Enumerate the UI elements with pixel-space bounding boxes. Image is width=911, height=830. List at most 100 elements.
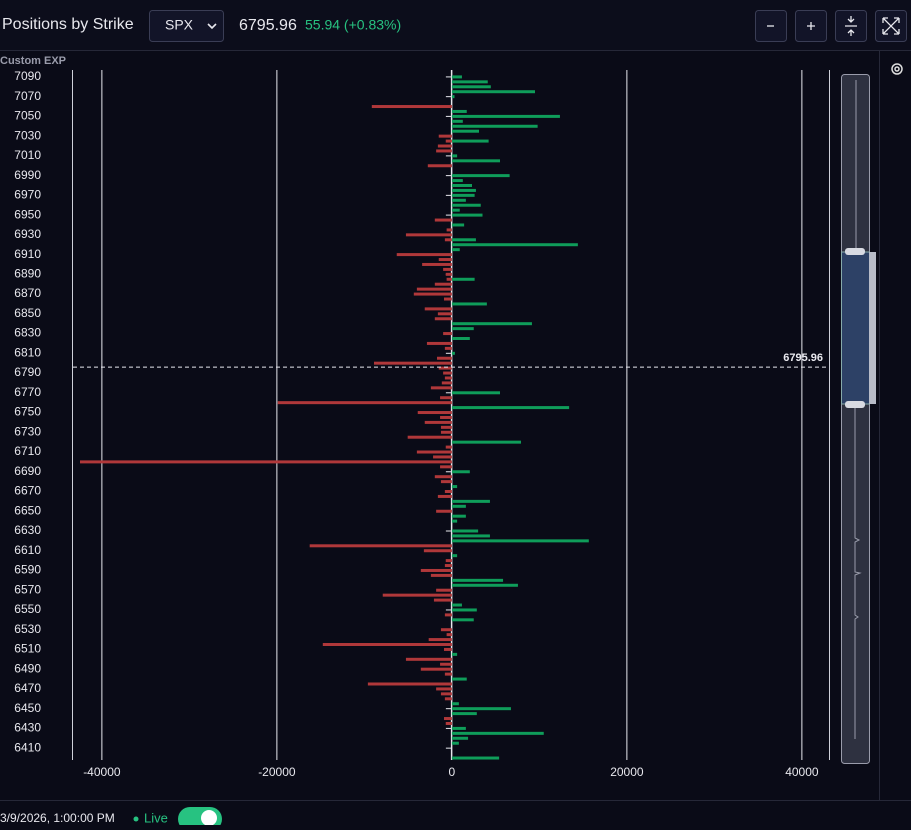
y-tick-label: 6470	[14, 681, 41, 695]
bar	[440, 425, 452, 429]
y-tick-label: 6730	[14, 424, 41, 438]
bar	[451, 529, 479, 533]
minimap-window[interactable]	[841, 251, 870, 405]
bar	[444, 647, 452, 651]
bar	[437, 144, 452, 148]
bar	[444, 297, 452, 301]
bar	[451, 119, 463, 123]
bar	[451, 534, 490, 538]
y-tick-label: 7090	[14, 69, 41, 83]
bar	[451, 277, 475, 281]
bar	[451, 114, 560, 118]
x-tick-label: 20000	[610, 765, 644, 779]
bar	[433, 598, 452, 602]
bar	[451, 75, 462, 79]
bar	[437, 494, 452, 498]
bar	[451, 539, 589, 543]
x-tick-label: -40000	[83, 765, 121, 779]
settings-icon[interactable]	[891, 63, 903, 75]
bar	[441, 381, 452, 385]
bar	[444, 346, 452, 350]
y-tick-label: 6610	[14, 543, 41, 557]
bar	[371, 105, 452, 109]
minimap-handle[interactable]	[845, 401, 865, 408]
bar	[436, 149, 452, 153]
toolbar-icons	[767, 16, 900, 36]
y-tick-label: 6770	[14, 385, 41, 399]
bar	[451, 154, 458, 158]
bar	[428, 638, 452, 642]
bar	[445, 445, 452, 449]
plot: -40000 -20000 0 20000 40000 7090 7070 7050 7030 7…	[14, 69, 830, 779]
bar	[451, 608, 477, 612]
bar	[438, 258, 452, 262]
bar	[451, 203, 481, 207]
bar	[446, 277, 452, 281]
bar	[374, 361, 452, 365]
minimap[interactable]	[841, 74, 877, 764]
y-tick-label: 6910	[14, 247, 41, 261]
bar	[438, 134, 452, 138]
bar	[440, 662, 452, 666]
bar	[437, 312, 452, 316]
bar	[405, 657, 452, 661]
bar	[451, 80, 488, 84]
timestamp: 3/9/2026, 1:00:00 PM	[0, 811, 115, 825]
minimap-handle[interactable]	[845, 248, 865, 255]
bar	[444, 490, 452, 494]
bar	[426, 341, 452, 345]
bar	[451, 618, 474, 622]
bar	[445, 139, 452, 143]
y-tick-label: 6970	[14, 188, 41, 202]
y-tick-label: 6690	[14, 464, 41, 478]
bar	[443, 332, 452, 336]
bar	[430, 573, 452, 577]
bar	[451, 208, 460, 212]
bar	[80, 460, 452, 464]
bar	[451, 406, 570, 410]
bar	[451, 198, 466, 202]
bar	[420, 667, 452, 671]
bar	[430, 386, 452, 390]
bar	[451, 736, 469, 740]
bar	[440, 430, 452, 434]
bar	[434, 218, 452, 222]
bar	[436, 509, 452, 513]
spot-label: 6795.96	[783, 352, 823, 364]
bar	[445, 721, 452, 725]
bar	[445, 559, 452, 563]
select-caret	[207, 23, 217, 30]
x-tick-label: 40000	[785, 765, 819, 779]
symbol-select[interactable]	[149, 10, 224, 42]
bar	[444, 717, 452, 721]
y-tick-label: 6930	[14, 227, 41, 241]
y-tick-label: 6850	[14, 306, 41, 320]
y-tick-label: 6550	[14, 602, 41, 616]
bar	[451, 336, 470, 340]
bar	[277, 401, 452, 405]
bar	[440, 465, 452, 469]
bar	[436, 687, 452, 691]
bar	[451, 603, 462, 607]
bar	[382, 593, 452, 597]
y-tick-label: 6670	[14, 484, 41, 498]
bar	[451, 519, 458, 523]
y-tick-label: 6430	[14, 721, 41, 735]
bar	[451, 183, 472, 187]
bar	[451, 712, 477, 716]
bar	[444, 613, 452, 617]
bar	[451, 243, 578, 247]
bar	[451, 583, 518, 587]
bar	[451, 756, 500, 760]
bar	[451, 223, 465, 227]
bar	[451, 90, 535, 94]
y-tick-label: 6490	[14, 661, 41, 675]
bar	[434, 282, 452, 286]
bar	[446, 633, 452, 637]
bar	[451, 440, 521, 444]
symbol: SPX	[165, 17, 194, 33]
y-tick-label: 7010	[14, 148, 41, 162]
minimap-scroll[interactable]	[869, 252, 876, 404]
y-tick-label: 6630	[14, 523, 41, 537]
